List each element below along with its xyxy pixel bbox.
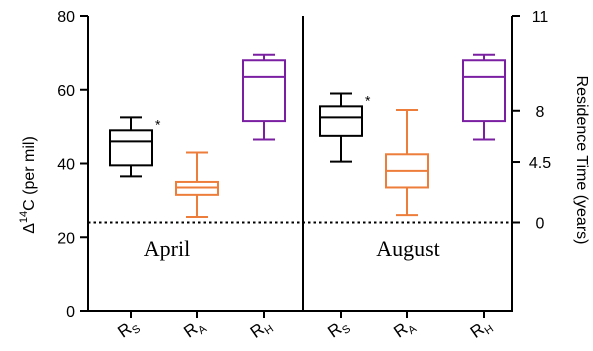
- box-iqr: [242, 59, 286, 123]
- y-axis-title-rest: C (per mil): [21, 136, 38, 211]
- box-iqr: [462, 59, 506, 123]
- y-axis-title-superscript: 14: [18, 211, 30, 223]
- x-category-label: RA: [180, 314, 209, 344]
- box-group: [462, 53, 506, 141]
- x-category-label: RS: [324, 315, 353, 344]
- y-tick-label: 0: [66, 304, 75, 321]
- y2-tick-label: 11: [532, 9, 549, 26]
- x-category-label: RH: [467, 315, 496, 345]
- box-iqr: [109, 129, 153, 167]
- box-group: [242, 53, 286, 141]
- box-group: [319, 92, 363, 163]
- x-category-label: RH: [247, 315, 276, 345]
- y2-axis-title: Residence Time (years): [573, 76, 590, 245]
- x-category-label: RS: [114, 315, 143, 344]
- box-iqr: [319, 105, 363, 137]
- significance-star: *: [365, 92, 371, 108]
- significance-star: *: [155, 116, 161, 132]
- y2-tick-label: 8: [536, 104, 545, 121]
- x-category-label: RA: [390, 314, 419, 344]
- panel-label: August: [376, 236, 440, 261]
- y-axis-title: Δ14C (per mil): [18, 136, 38, 234]
- panel-label: April: [144, 236, 190, 261]
- boxes-layer: [109, 53, 506, 218]
- box-group: [175, 151, 219, 218]
- y-tick-label: 60: [57, 83, 75, 100]
- y-axis-title-prefix: Δ: [21, 223, 38, 234]
- y2-tick-label: 4.5: [529, 155, 551, 172]
- y-tick-label: 40: [57, 157, 75, 174]
- y-tick-label: 20: [57, 230, 75, 247]
- plot-frame: [80, 15, 520, 318]
- y-tick-label: 80: [57, 9, 75, 26]
- y2-tick-label: 0: [536, 216, 545, 233]
- box-group: [385, 109, 429, 217]
- box-group: [109, 116, 153, 178]
